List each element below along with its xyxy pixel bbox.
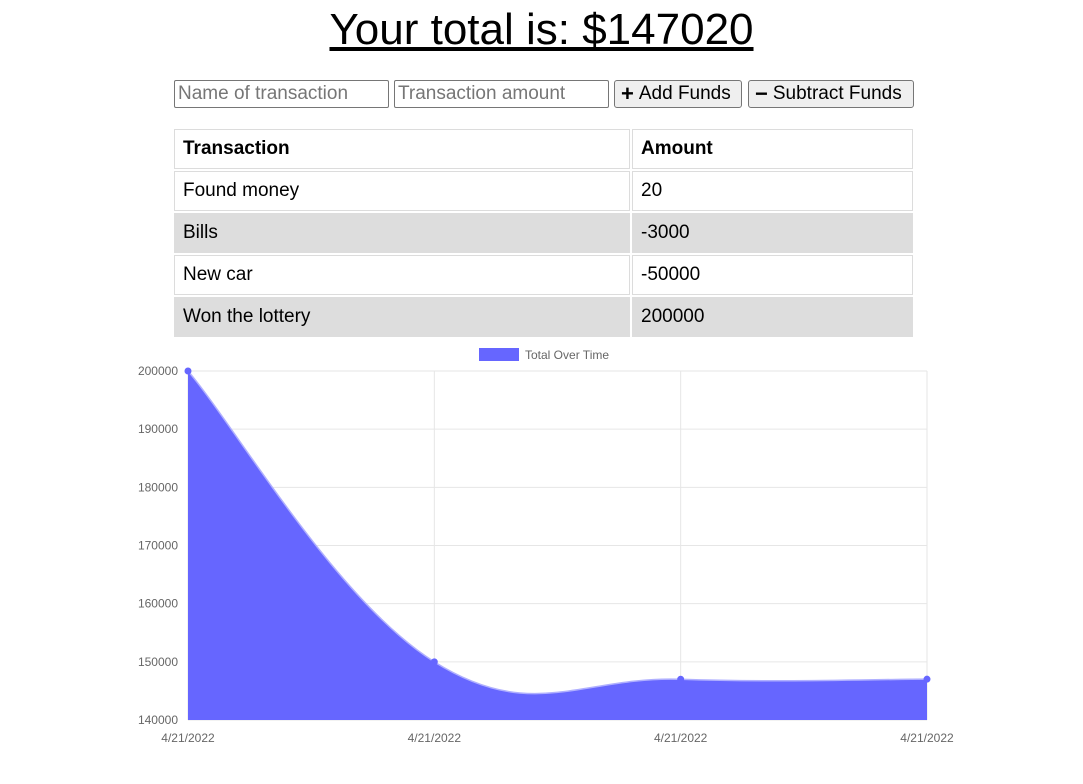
subtract-funds-label: Subtract Funds <box>772 83 902 104</box>
total-over-time-chart: 200000 190000 180000 170000 160000 150000 1400… <box>138 348 954 745</box>
add-funds-button[interactable]: + Add Funds <box>614 80 742 108</box>
add-funds-label: Add Funds <box>638 83 731 104</box>
series-line <box>187 370 928 695</box>
transaction-amount-cell: -3000 <box>632 213 913 253</box>
x-tick-label: 4/21/2022 <box>161 731 215 745</box>
transaction-name-input[interactable] <box>174 80 389 108</box>
transaction-amount-cell: 20 <box>632 171 913 211</box>
legend-swatch <box>479 348 519 361</box>
x-tick-label: 4/21/2022 <box>654 731 708 745</box>
table-row: Bills -3000 <box>174 213 913 253</box>
transaction-name-cell: Won the lottery <box>174 297 630 337</box>
transaction-amount-cell: 200000 <box>632 297 913 337</box>
minus-icon: − <box>755 81 768 106</box>
transaction-amount-cell: -50000 <box>632 255 913 295</box>
y-tick-label: 150000 <box>138 655 178 669</box>
table-row: Won the lottery 200000 <box>174 297 913 337</box>
y-tick-label: 190000 <box>138 422 178 436</box>
table-row: New car -50000 <box>174 255 913 295</box>
data-point <box>677 675 685 683</box>
column-header-transaction: Transaction <box>174 129 630 169</box>
series-area <box>188 371 927 720</box>
subtract-funds-button[interactable]: − Subtract Funds <box>748 80 914 108</box>
data-point <box>184 367 192 375</box>
legend-label: Total Over Time <box>525 348 609 362</box>
y-tick-label: 180000 <box>138 480 178 494</box>
table-header-row: Transaction Amount <box>174 129 913 169</box>
data-point <box>430 658 438 666</box>
transaction-name-cell: Found money <box>174 171 630 211</box>
data-point <box>923 675 931 683</box>
y-tick-label: 170000 <box>138 539 178 553</box>
y-tick-label: 160000 <box>138 597 178 611</box>
y-tick-label: 140000 <box>138 713 178 727</box>
transactions-table: Transaction Amount Found money 20 Bills … <box>172 127 915 339</box>
plus-icon: + <box>621 81 634 106</box>
transaction-name-cell: New car <box>174 255 630 295</box>
column-header-amount: Amount <box>632 129 913 169</box>
transaction-name-cell: Bills <box>174 213 630 253</box>
transaction-amount-input[interactable] <box>394 80 609 108</box>
y-tick-label: 200000 <box>138 364 178 378</box>
total-heading: Your total is: $147020 <box>329 5 754 54</box>
x-tick-label: 4/21/2022 <box>408 731 462 745</box>
table-row: Found money 20 <box>174 171 913 211</box>
x-tick-label: 4/21/2022 <box>900 731 954 745</box>
